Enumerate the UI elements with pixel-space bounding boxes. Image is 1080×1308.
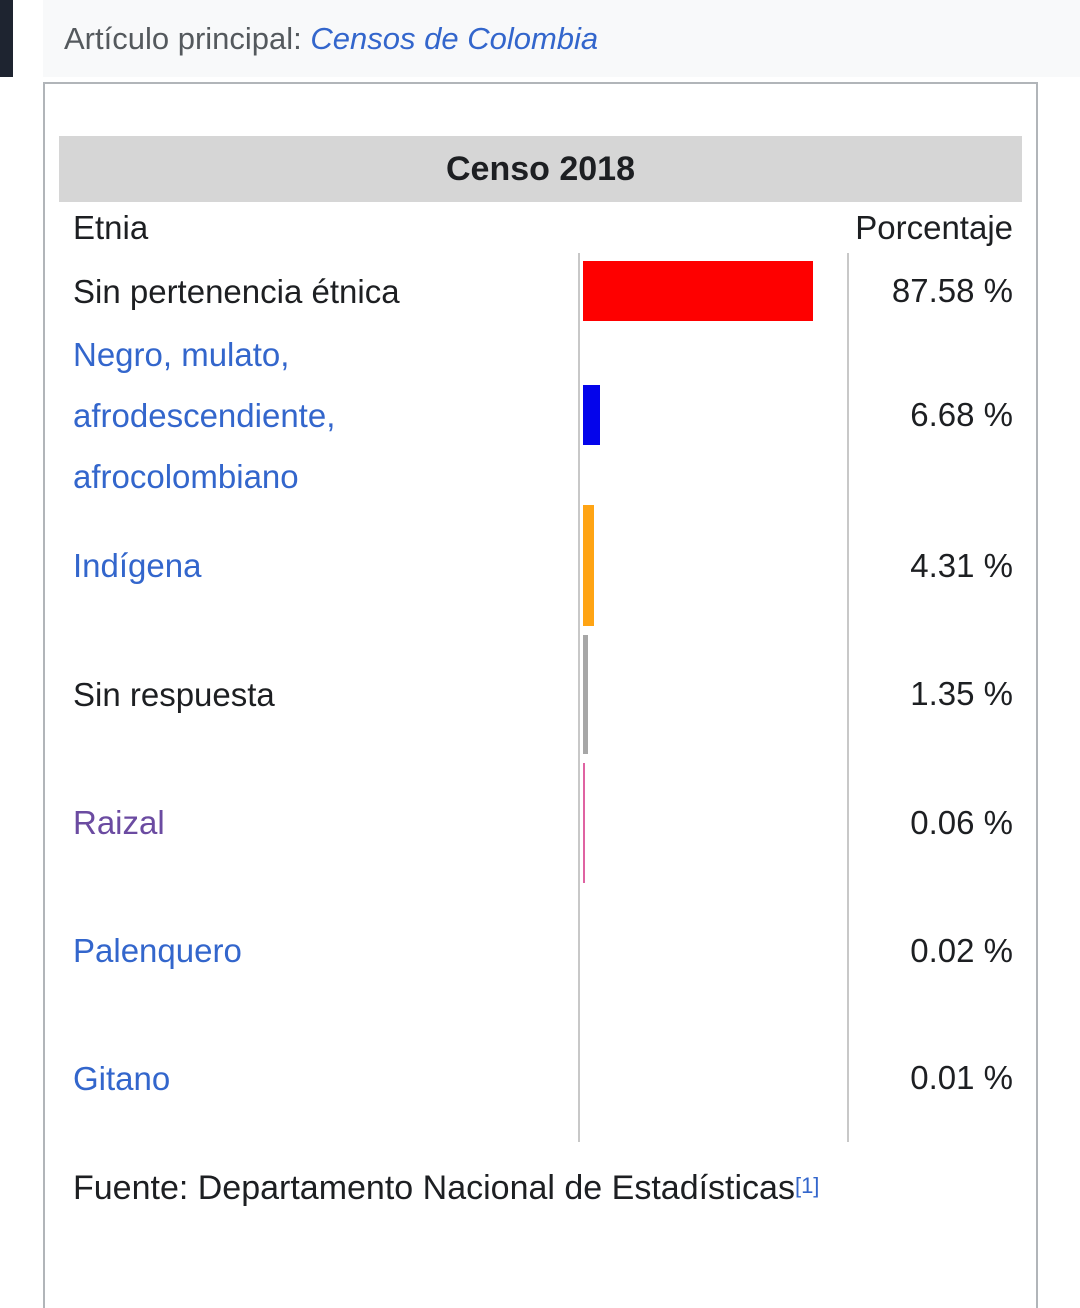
reference-link-1[interactable]: [1] [794, 1173, 820, 1198]
census-table: Censo 2018 Etnia Porcentaje Sin pertenen… [43, 82, 1038, 1308]
bar-sin-pertenencia-etnica [583, 261, 813, 321]
hatnote-link-censos-de-colombia[interactable]: Censos de Colombia [310, 20, 599, 56]
bar-cell-negro-mulato-afrodescendiente-afrocolombiano [578, 329, 849, 501]
bar-indigena [583, 505, 594, 626]
bar-sin-respuesta [583, 634, 588, 754]
table-row-gitano: Gitano 0.01 % [59, 1014, 1022, 1142]
row-label-sin-respuesta: Sin respuesta [73, 675, 275, 713]
percentage-value-sin-respuesta: 1.35 % [910, 675, 1013, 712]
row-label-link-negro-mulato-afrodescendiente-afrocolombiano[interactable]: Negro, mulato, afrodescendiente, afrocolom… [73, 335, 336, 495]
screen-edge-dark-strip [0, 0, 13, 77]
percentage-value-palenquero: 0.02 % [910, 931, 1013, 969]
table-row-sin-respuesta: Sin respuesta 1.35 % [59, 630, 1022, 758]
bar-cell-raizal [578, 758, 849, 887]
table-title-bar: Censo 2018 [59, 136, 1022, 202]
row-label-link-gitano[interactable]: Gitano [73, 1059, 171, 1097]
table-row-raizal: Raizal 0.06 % [59, 758, 1022, 887]
percentage-value-negro-mulato-afrodescendiente-afrocolombiano: 6.68 % [910, 396, 1013, 433]
bar-cell-palenquero [578, 887, 849, 1014]
column-header-row: Etnia Porcentaje [59, 202, 1022, 253]
bar-chart-rows: Sin pertenencia étnica 87.58 % Negro, mula… [59, 253, 1022, 1142]
percentage-value-indigena: 4.31 % [910, 546, 1013, 584]
bar-cell-indigena [578, 501, 849, 630]
bar-cell-gitano [578, 1014, 849, 1142]
bar-raizal [583, 762, 585, 883]
table-row-palenquero: Palenquero 0.02 % [59, 887, 1022, 1014]
table-title: Censo 2018 [446, 149, 635, 188]
hatnote-label: Artículo principal: [64, 20, 311, 56]
column-header-porcentaje: Porcentaje [855, 208, 1013, 246]
percentage-value-sin-pertenencia-etnica: 87.58 % [891, 272, 1013, 309]
source-text: Fuente: Departamento Nacional de Estadís… [73, 1168, 795, 1207]
row-label-sin-pertenencia-etnica: Sin pertenencia étnica [73, 272, 400, 310]
percentage-value-raizal: 0.06 % [910, 803, 1013, 841]
row-label-link-raizal[interactable]: Raizal [73, 804, 165, 841]
table-row-negro-mulato-afrodescendiente-afrocolombiano: Negro, mulato, afrodescendiente, afrocolom… [59, 329, 1022, 501]
table-row-indigena: Indígena 4.31 % [59, 501, 1022, 630]
bar-cell-sin-respuesta [578, 630, 849, 758]
table-row-sin-pertenencia-etnica: Sin pertenencia étnica 87.58 % [59, 253, 1022, 329]
column-header-etnia: Etnia [73, 208, 149, 246]
source-row: Fuente: Departamento Nacional de Estadís… [59, 1142, 1022, 1234]
row-label-link-indigena[interactable]: Indígena [73, 547, 202, 584]
row-label-link-palenquero[interactable]: Palenquero [73, 932, 242, 969]
bar-cell-sin-pertenencia-etnica [578, 253, 849, 329]
percentage-value-gitano: 0.01 % [910, 1059, 1013, 1096]
hatnote: Artículo principal: Censos de Colombia [43, 0, 1080, 77]
bar-negro-mulato-afrodescendiente-afrocolombiano [583, 385, 600, 445]
